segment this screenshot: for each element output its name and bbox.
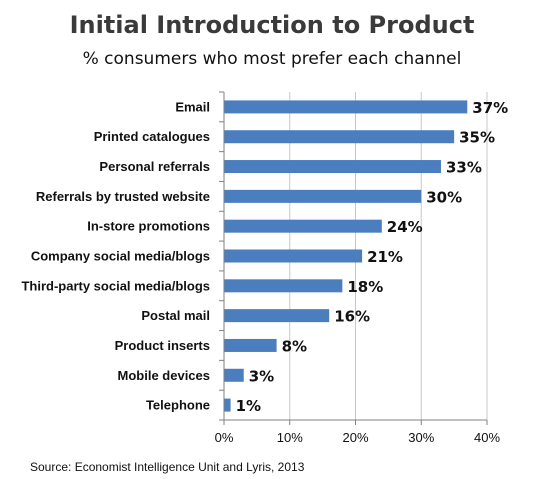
- data-label: 24%: [387, 218, 423, 236]
- data-label: 8%: [282, 337, 307, 355]
- category-label: Product inserts: [115, 338, 210, 353]
- category-label: Email: [175, 99, 210, 114]
- x-tick-label: 10%: [277, 430, 303, 445]
- category-label: Referrals by trusted website: [36, 189, 210, 204]
- bar: [224, 368, 244, 382]
- data-label: 16%: [334, 308, 370, 326]
- data-label: 21%: [367, 248, 403, 266]
- data-label: 35%: [459, 129, 495, 147]
- bar: [224, 338, 277, 352]
- x-tick-label: 20%: [342, 430, 368, 445]
- category-label: Third-party social media/blogs: [21, 278, 210, 293]
- category-label: Telephone: [146, 398, 210, 413]
- bar: [224, 398, 231, 412]
- x-axis: 0% 10% 20% 30% 40%: [215, 91, 500, 445]
- bar: [224, 189, 422, 203]
- x-tick-label: 40%: [474, 430, 500, 445]
- data-label: 3%: [249, 367, 274, 385]
- category-label: Mobile devices: [118, 368, 210, 383]
- bar: [224, 160, 441, 174]
- x-tick-label: 0%: [215, 430, 234, 445]
- bar: [224, 249, 363, 263]
- chart-title: Initial Introduction to Product: [70, 11, 475, 39]
- data-label: 1%: [236, 397, 261, 415]
- x-tick-label: 30%: [408, 430, 434, 445]
- bar: [224, 309, 330, 323]
- category-label: In-store promotions: [87, 219, 210, 234]
- bar: [224, 130, 455, 144]
- category-label: Personal referrals: [99, 159, 210, 174]
- source-note: Source: Economist Intelligence Unit and …: [30, 460, 305, 474]
- data-label: 37%: [472, 99, 508, 117]
- data-label: 18%: [347, 278, 383, 296]
- chart-subtitle: % consumers who most prefer each channel: [83, 49, 462, 69]
- data-label: 30%: [426, 188, 462, 206]
- bar: [224, 100, 468, 114]
- category-label: Printed catalogues: [94, 129, 210, 144]
- data-label: 33%: [446, 159, 482, 177]
- category-label: Postal mail: [141, 308, 210, 323]
- bar: [224, 219, 382, 233]
- bar: [224, 279, 343, 293]
- category-label: Company social media/blogs: [31, 249, 210, 264]
- bars: Email 37% Printed catalogues 35% Personal re…: [21, 99, 508, 415]
